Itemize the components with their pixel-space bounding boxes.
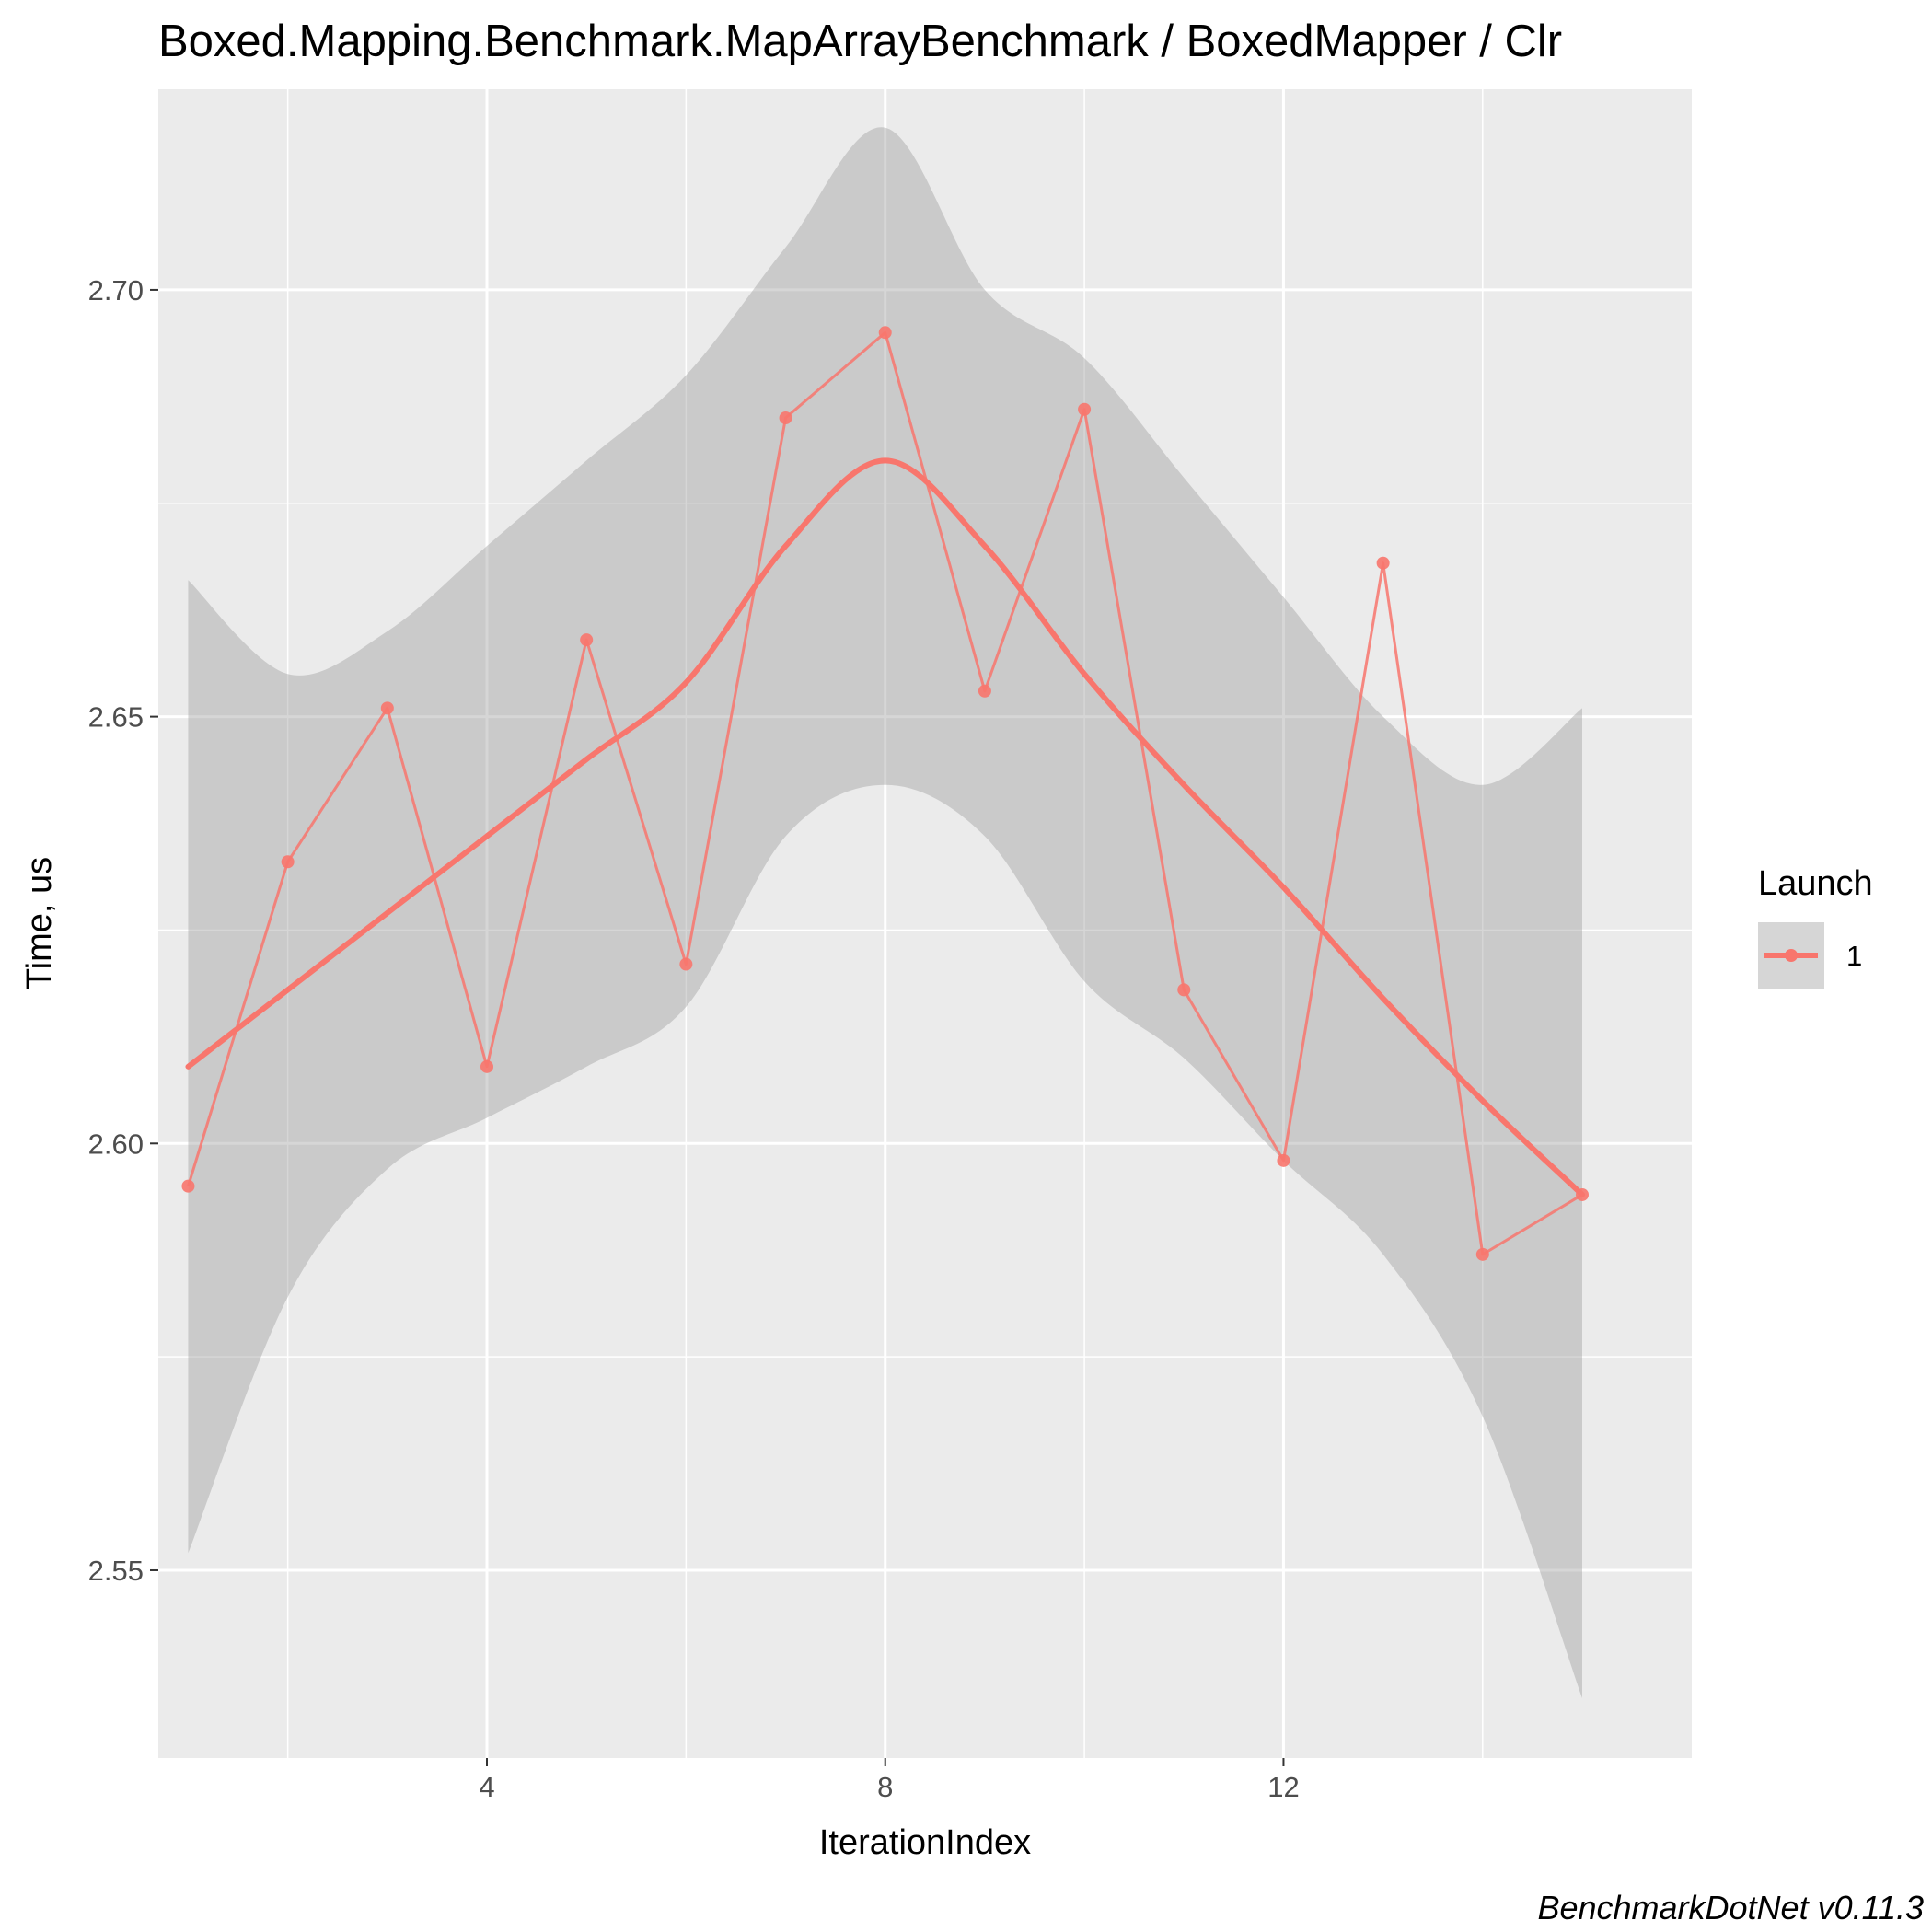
data-point [878, 326, 892, 340]
chart-title: Boxed.Mapping.Benchmark.MapArrayBenchmar… [158, 17, 1562, 66]
data-point [181, 1179, 195, 1193]
x-tick-label: 8 [877, 1771, 893, 1803]
smooth-trend-line [185, 457, 1585, 1197]
data-point [580, 633, 594, 647]
legend: Launch 1 [1758, 864, 1873, 989]
x-axis-title: IterationIndex [819, 1823, 1031, 1862]
data-point [1277, 1153, 1290, 1167]
data-point [1475, 1247, 1489, 1261]
x-tick-label: 12 [1267, 1771, 1299, 1803]
data-point [679, 957, 693, 971]
y-tick-label: 2.55 [88, 1555, 144, 1587]
x-axis: 4 8 12 [479, 1758, 1300, 1803]
data-point [1376, 556, 1390, 570]
y-tick-label: 2.65 [88, 701, 144, 734]
y-axis: 2.55 2.60 2.65 2.70 [88, 274, 158, 1587]
data-point [978, 684, 991, 698]
data-point [281, 855, 295, 869]
legend-key-point [1785, 949, 1798, 962]
data-point [380, 701, 394, 715]
confidence-ribbon [188, 127, 1582, 1699]
x-tick-label: 4 [479, 1771, 494, 1803]
legend-title: Launch [1758, 864, 1873, 903]
data-point [1576, 1187, 1589, 1201]
data-point [1177, 983, 1191, 997]
data-point [480, 1059, 493, 1073]
y-tick-label: 2.70 [88, 274, 144, 307]
minor-grid-lines [158, 89, 1692, 1758]
data-point [779, 411, 792, 425]
y-axis-title: Time, us [20, 857, 59, 989]
major-grid-lines [158, 89, 1692, 1758]
data-points [181, 326, 1589, 1261]
y-tick-label: 2.60 [88, 1128, 144, 1160]
caption: BenchmarkDotNet v0.11.3 [1537, 1889, 1924, 1926]
data-point [1078, 402, 1092, 416]
legend-label-1: 1 [1846, 940, 1862, 972]
